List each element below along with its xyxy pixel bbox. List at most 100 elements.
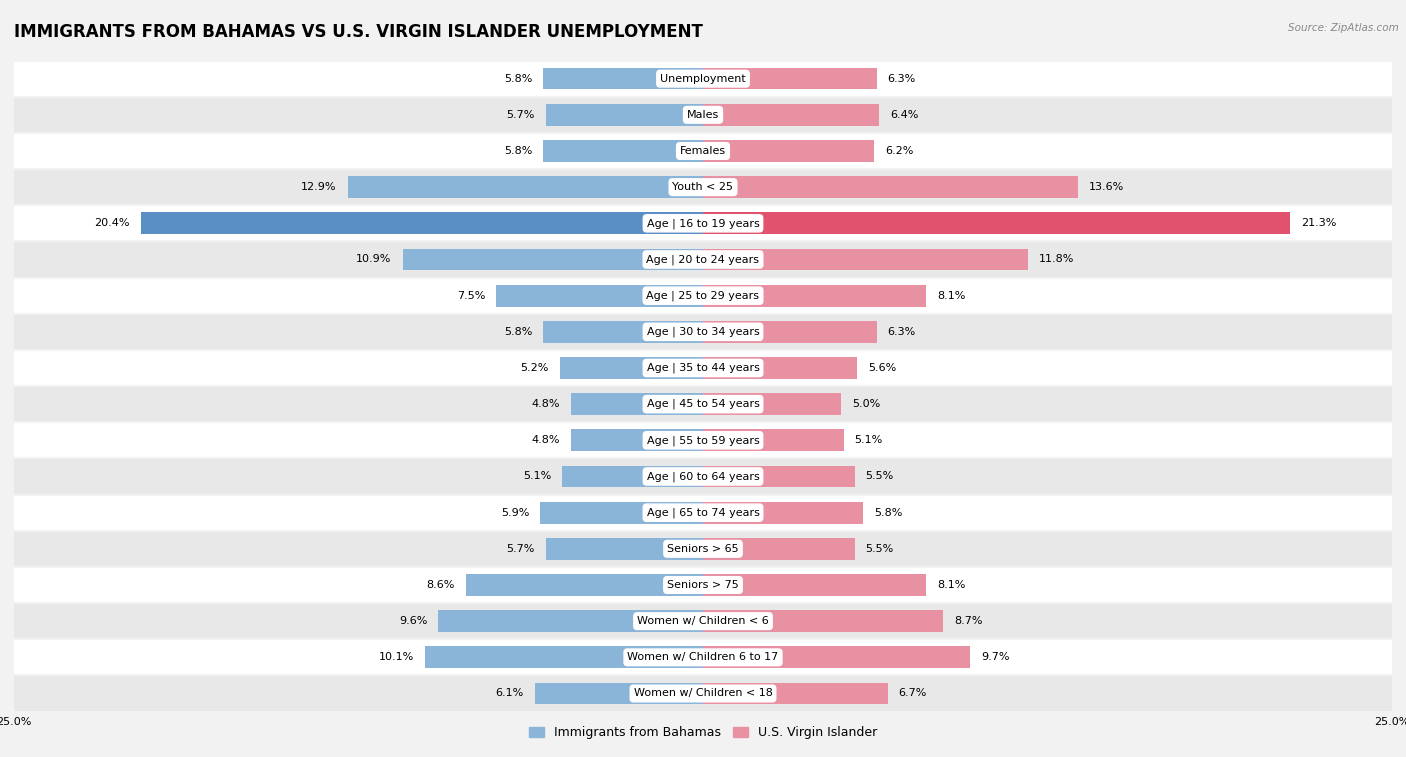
Text: 5.7%: 5.7% <box>506 544 534 554</box>
Bar <box>14 61 1392 97</box>
Text: Age | 55 to 59 years: Age | 55 to 59 years <box>647 435 759 446</box>
Bar <box>703 502 863 524</box>
Text: 5.8%: 5.8% <box>875 508 903 518</box>
Text: 4.8%: 4.8% <box>531 435 560 445</box>
Text: 5.5%: 5.5% <box>866 472 894 481</box>
Text: 6.1%: 6.1% <box>496 689 524 699</box>
Text: IMMIGRANTS FROM BAHAMAS VS U.S. VIRGIN ISLANDER UNEMPLOYMENT: IMMIGRANTS FROM BAHAMAS VS U.S. VIRGIN I… <box>14 23 703 41</box>
Bar <box>465 574 703 596</box>
Bar <box>703 466 855 488</box>
Text: Seniors > 75: Seniors > 75 <box>666 580 740 590</box>
Bar <box>540 502 703 524</box>
Text: 6.4%: 6.4% <box>890 110 918 120</box>
Text: Age | 35 to 44 years: Age | 35 to 44 years <box>647 363 759 373</box>
Bar <box>14 350 1392 386</box>
Text: Age | 30 to 34 years: Age | 30 to 34 years <box>647 326 759 337</box>
Text: Age | 16 to 19 years: Age | 16 to 19 years <box>647 218 759 229</box>
Bar <box>703 610 943 632</box>
Text: 5.5%: 5.5% <box>866 544 894 554</box>
Text: 7.5%: 7.5% <box>457 291 485 301</box>
Text: 5.8%: 5.8% <box>503 73 531 83</box>
Text: 6.3%: 6.3% <box>887 327 915 337</box>
Bar <box>546 104 703 126</box>
Text: Women w/ Children 6 to 17: Women w/ Children 6 to 17 <box>627 653 779 662</box>
Text: 6.7%: 6.7% <box>898 689 927 699</box>
Text: Unemployment: Unemployment <box>661 73 745 83</box>
Bar <box>703 357 858 378</box>
Bar <box>14 603 1392 639</box>
Text: 5.1%: 5.1% <box>523 472 551 481</box>
Bar <box>14 675 1392 712</box>
Bar <box>571 394 703 415</box>
Text: Age | 65 to 74 years: Age | 65 to 74 years <box>647 507 759 518</box>
Text: Females: Females <box>681 146 725 156</box>
Text: 20.4%: 20.4% <box>94 218 129 229</box>
Text: Seniors > 65: Seniors > 65 <box>668 544 738 554</box>
Bar <box>543 140 703 162</box>
Bar <box>543 321 703 343</box>
Bar <box>14 422 1392 459</box>
Bar <box>14 567 1392 603</box>
Bar <box>543 68 703 89</box>
Text: Age | 20 to 24 years: Age | 20 to 24 years <box>647 254 759 265</box>
Bar <box>14 459 1392 494</box>
Bar <box>347 176 703 198</box>
Text: 11.8%: 11.8% <box>1039 254 1074 264</box>
Bar <box>14 531 1392 567</box>
Bar <box>703 140 875 162</box>
Text: 21.3%: 21.3% <box>1301 218 1336 229</box>
Bar <box>703 213 1289 234</box>
Text: 5.1%: 5.1% <box>855 435 883 445</box>
Text: 9.7%: 9.7% <box>981 653 1010 662</box>
Bar <box>703 646 970 668</box>
Bar <box>14 313 1392 350</box>
Text: 10.1%: 10.1% <box>378 653 413 662</box>
Bar <box>14 133 1392 169</box>
Text: 8.1%: 8.1% <box>938 291 966 301</box>
Text: 4.8%: 4.8% <box>531 399 560 409</box>
Text: 13.6%: 13.6% <box>1088 182 1123 192</box>
Text: 5.9%: 5.9% <box>501 508 530 518</box>
Bar <box>703 68 876 89</box>
Bar <box>14 97 1392 133</box>
Bar <box>562 466 703 488</box>
Bar <box>703 321 876 343</box>
Text: Youth < 25: Youth < 25 <box>672 182 734 192</box>
Bar <box>703 394 841 415</box>
Bar <box>703 176 1078 198</box>
Text: 9.6%: 9.6% <box>399 616 427 626</box>
Bar <box>14 278 1392 313</box>
Text: Women w/ Children < 18: Women w/ Children < 18 <box>634 689 772 699</box>
Bar <box>14 169 1392 205</box>
Text: 5.7%: 5.7% <box>506 110 534 120</box>
Text: 5.2%: 5.2% <box>520 363 548 373</box>
Legend: Immigrants from Bahamas, U.S. Virgin Islander: Immigrants from Bahamas, U.S. Virgin Isl… <box>523 721 883 744</box>
Text: Age | 60 to 64 years: Age | 60 to 64 years <box>647 472 759 481</box>
Bar <box>402 248 703 270</box>
Text: Age | 45 to 54 years: Age | 45 to 54 years <box>647 399 759 410</box>
Bar <box>14 205 1392 241</box>
Bar <box>496 285 703 307</box>
Text: Women w/ Children < 6: Women w/ Children < 6 <box>637 616 769 626</box>
Bar <box>703 574 927 596</box>
Text: 10.9%: 10.9% <box>356 254 392 264</box>
Bar <box>546 538 703 559</box>
Bar <box>14 639 1392 675</box>
Text: 12.9%: 12.9% <box>301 182 336 192</box>
Bar <box>703 429 844 451</box>
Text: 6.2%: 6.2% <box>884 146 914 156</box>
Bar <box>439 610 703 632</box>
Bar <box>14 386 1392 422</box>
Text: 5.8%: 5.8% <box>503 146 531 156</box>
Text: 8.6%: 8.6% <box>426 580 456 590</box>
Text: Source: ZipAtlas.com: Source: ZipAtlas.com <box>1288 23 1399 33</box>
Bar <box>703 538 855 559</box>
Text: 5.6%: 5.6% <box>869 363 897 373</box>
Bar <box>703 683 887 704</box>
Text: 5.0%: 5.0% <box>852 399 880 409</box>
Text: 5.8%: 5.8% <box>503 327 531 337</box>
Bar <box>14 494 1392 531</box>
Bar <box>703 248 1028 270</box>
Text: Age | 25 to 29 years: Age | 25 to 29 years <box>647 291 759 301</box>
Bar <box>425 646 703 668</box>
